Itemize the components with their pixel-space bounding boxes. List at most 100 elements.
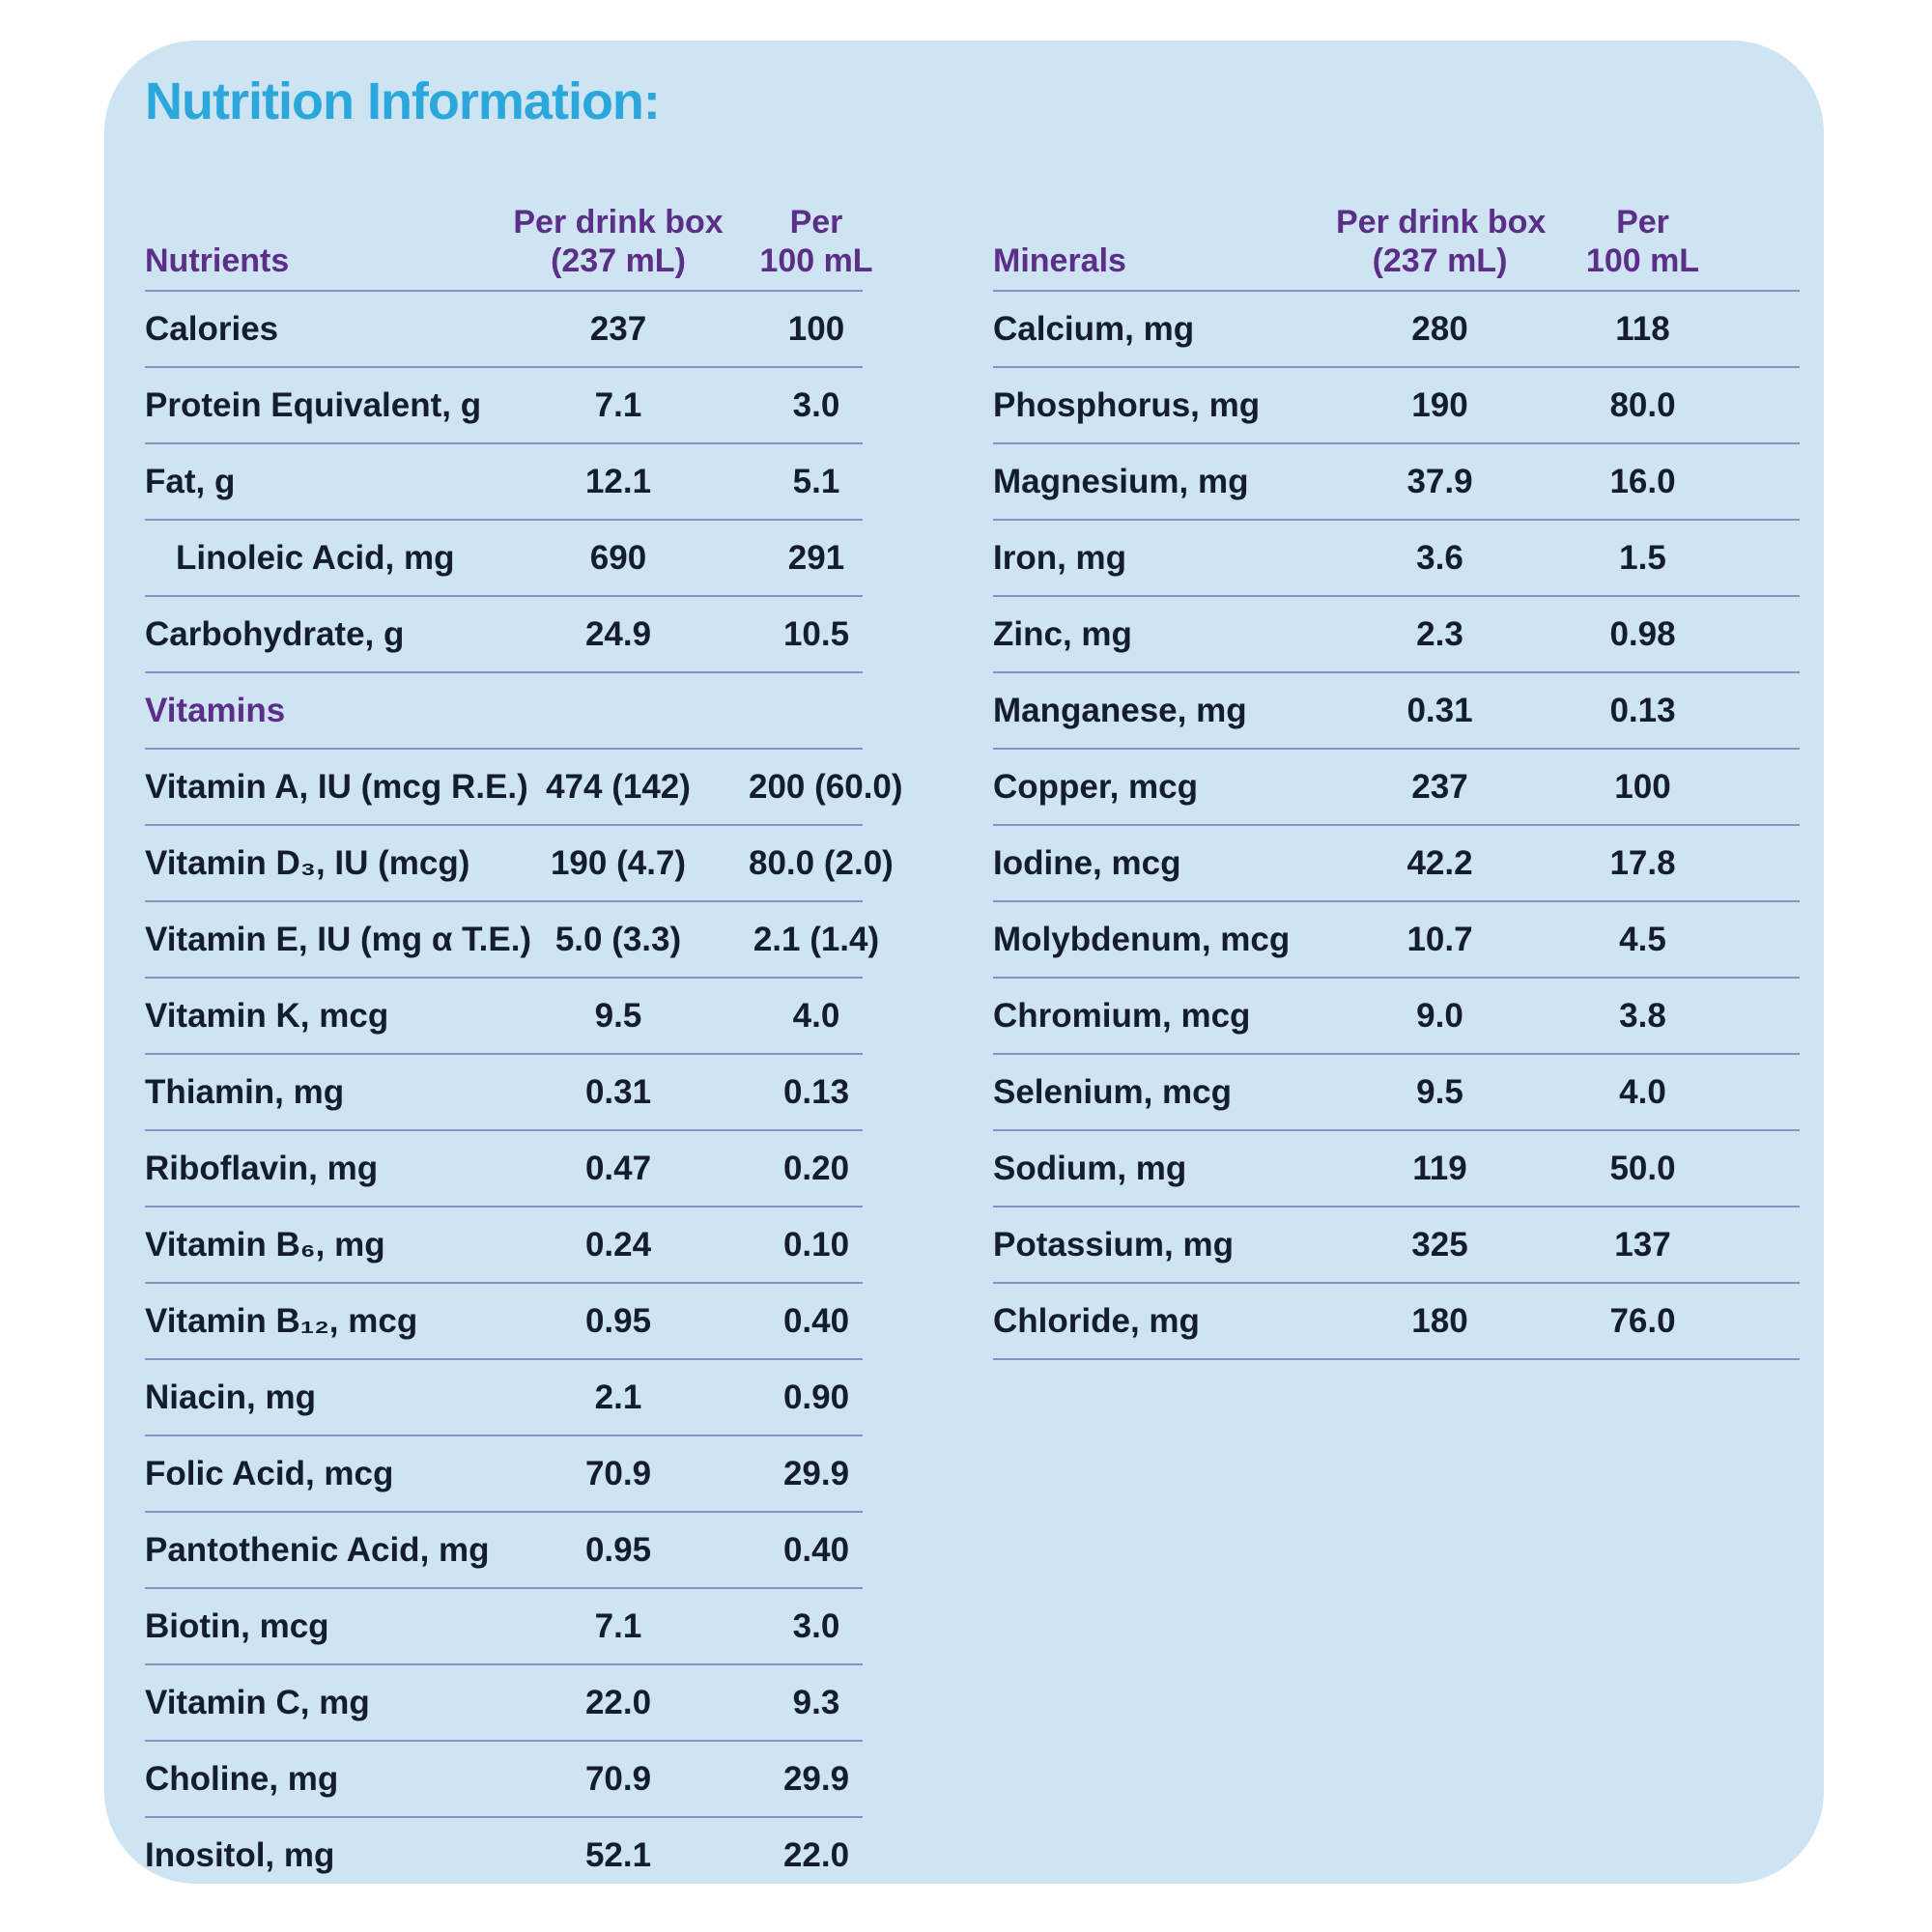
- table-row: Manganese, mg 0.31 0.13: [993, 673, 1800, 750]
- per-drink-box-value: 42.2: [1406, 843, 1473, 882]
- per-drink-box-line2: (237 mL): [551, 242, 686, 279]
- nutrient-label: Vitamins: [145, 691, 286, 729]
- nutrient-label: Potassium, mg: [993, 1225, 1234, 1264]
- nutrient-label: Calcium, mg: [993, 309, 1195, 348]
- nutrient-label: Vitamin D₃, IU (mcg): [145, 843, 470, 882]
- per-drink-box-value: 237: [1411, 767, 1468, 806]
- table-row: Riboflavin, mg 0.47 0.20: [145, 1131, 863, 1208]
- per-100ml-value: 3.0: [792, 1606, 840, 1645]
- per-100ml-value: 118: [1615, 309, 1670, 348]
- per-100ml-value: 200 (60.0): [749, 767, 903, 806]
- nutrient-label: Copper, mcg: [993, 767, 1198, 806]
- per-100ml-value: 0.20: [782, 1149, 850, 1187]
- per-100ml-value: 3.8: [1619, 996, 1666, 1035]
- per-100ml-value: 0.40: [782, 1301, 850, 1340]
- per-drink-box-value: 5.0 (3.3): [554, 920, 682, 958]
- nutrient-label: Sodium, mg: [993, 1149, 1187, 1187]
- per-drink-box-value: 70.9: [584, 1759, 652, 1798]
- per-drink-box-value: 9.5: [594, 996, 642, 1035]
- nutrient-label: Vitamin K, mcg: [145, 996, 389, 1035]
- per-100ml-value: 100: [1614, 767, 1671, 806]
- nutrient-label: Chloride, mg: [993, 1301, 1200, 1340]
- column-header-per-drink-box: Per drink box (237 mL): [488, 203, 749, 280]
- table-row: Thiamin, mg 0.31 0.13: [145, 1055, 863, 1131]
- table-row: Chromium, mcg 9.0 3.8: [993, 979, 1800, 1055]
- nutrient-label: Protein Equivalent, g: [145, 385, 482, 424]
- column-header-per-100ml: Per 100 mL: [749, 203, 884, 280]
- nutrient-label: Folic Acid, mcg: [145, 1454, 394, 1492]
- table-row: Molybdenum, mcg 10.7 4.5: [993, 902, 1800, 979]
- per-100ml-value: 291: [787, 538, 845, 577]
- per-drink-box-value: 474 (142): [546, 767, 691, 806]
- per-100ml-value: 0.10: [782, 1225, 850, 1264]
- per-100ml-line1: Per: [789, 203, 843, 241]
- table-row: Protein Equivalent, g 7.1 3.0: [145, 368, 863, 444]
- table-row: Iodine, mcg 42.2 17.8: [993, 826, 1800, 902]
- table-row: Iron, mg 3.6 1.5: [993, 521, 1800, 597]
- nutrient-label: Manganese, mg: [993, 691, 1247, 729]
- table-row: Vitamins: [145, 673, 863, 750]
- table-row: Linoleic Acid, mg 690 291: [145, 521, 863, 597]
- nutrient-label: Vitamin A, IU (mcg R.E.): [145, 767, 528, 806]
- table-row: Calcium, mg 280 118: [993, 292, 1800, 368]
- table-row: Chloride, mg 180 76.0: [993, 1284, 1800, 1360]
- per-100ml-value: 80.0: [1609, 385, 1676, 424]
- per-100ml-line2: 100 mL: [1585, 242, 1700, 279]
- per-drink-box-value: 0.95: [584, 1301, 652, 1340]
- nutrient-label: Linoleic Acid, mg: [176, 538, 455, 577]
- nutrient-label: Vitamin B₆, mg: [145, 1225, 385, 1264]
- table-row: Calories 237 100: [145, 292, 863, 368]
- table-row: Selenium, mcg 9.5 4.0: [993, 1055, 1800, 1131]
- nutrient-label: Vitamin B₁₂, mcg: [145, 1301, 418, 1340]
- per-100ml-value: 0.40: [782, 1530, 850, 1569]
- table-row: Phosphorus, mg 190 80.0: [993, 368, 1800, 444]
- nutrients-header-row: Nutrients Per drink box (237 mL) Per 100…: [145, 185, 873, 292]
- table-row: Sodium, mg 119 50.0: [993, 1131, 1800, 1208]
- table-row: Niacin, mg 2.1 0.90: [145, 1360, 863, 1436]
- per-drink-box-value: 12.1: [584, 462, 652, 500]
- per-drink-box-value: 0.47: [584, 1149, 652, 1187]
- per-100ml-value: 17.8: [1609, 843, 1676, 882]
- per-drink-box-value: 10.7: [1406, 920, 1473, 958]
- per-100ml-line2: 100 mL: [759, 242, 873, 279]
- per-drink-box-value: 7.1: [594, 1606, 642, 1645]
- nutrient-label: Choline, mg: [145, 1759, 339, 1798]
- per-drink-box-value: 22.0: [584, 1683, 652, 1721]
- nutrient-label: Carbohydrate, g: [145, 614, 405, 653]
- table-row: Vitamin D₃, IU (mcg) 190 (4.7) 80.0 (2.0…: [145, 826, 894, 902]
- per-drink-box-value: 24.9: [584, 614, 652, 653]
- table-row: Vitamin B₁₂, mcg 0.95 0.40: [145, 1284, 863, 1360]
- nutrition-information-card: Nutrition Information: Nutrients Per dri…: [104, 41, 1824, 1884]
- per-drink-box-line2: (237 mL): [1372, 242, 1508, 279]
- per-100ml-value: 0.13: [1609, 691, 1676, 729]
- per-drink-box-value: 325: [1411, 1225, 1468, 1264]
- per-100ml-value: 29.9: [782, 1759, 850, 1798]
- nutrient-label: Calories: [145, 309, 279, 348]
- per-100ml-value: 16.0: [1609, 462, 1676, 500]
- per-100ml-value: 4.5: [1619, 920, 1666, 958]
- per-drink-box-value: 9.5: [1416, 1072, 1463, 1111]
- table-row: Folic Acid, mcg 70.9 29.9: [145, 1436, 863, 1513]
- per-100ml-line1: Per: [1616, 203, 1669, 241]
- per-drink-box-value: 3.6: [1416, 538, 1463, 577]
- nutrient-label: Vitamin E, IU (mg α T.E.): [145, 920, 532, 958]
- minerals-header-row: Minerals Per drink box (237 mL) Per 100 …: [993, 185, 1800, 292]
- per-drink-box-value: 690: [589, 538, 647, 577]
- nutrient-label: Inositol, mg: [145, 1835, 335, 1874]
- table-row: Vitamin K, mcg 9.5 4.0: [145, 979, 863, 1055]
- column-header-nutrients: Nutrients: [145, 242, 290, 279]
- table-row: Fat, g 12.1 5.1: [145, 444, 863, 521]
- per-100ml-value: 1.5: [1619, 538, 1666, 577]
- nutrient-label: Biotin, mcg: [145, 1606, 329, 1645]
- per-100ml-value: 10.5: [782, 614, 850, 653]
- per-100ml-value: 9.3: [792, 1683, 840, 1721]
- page-title: Nutrition Information:: [145, 72, 661, 130]
- per-100ml-value: 4.0: [1619, 1072, 1666, 1111]
- per-drink-box-value: 280: [1411, 309, 1468, 348]
- per-100ml-value: 137: [1614, 1225, 1671, 1264]
- nutrient-label: Molybdenum, mcg: [993, 920, 1291, 958]
- nutrient-label: Phosphorus, mg: [993, 385, 1261, 424]
- table-row: Vitamin C, mg 22.0 9.3: [145, 1665, 863, 1742]
- per-100ml-value: 0.13: [782, 1072, 850, 1111]
